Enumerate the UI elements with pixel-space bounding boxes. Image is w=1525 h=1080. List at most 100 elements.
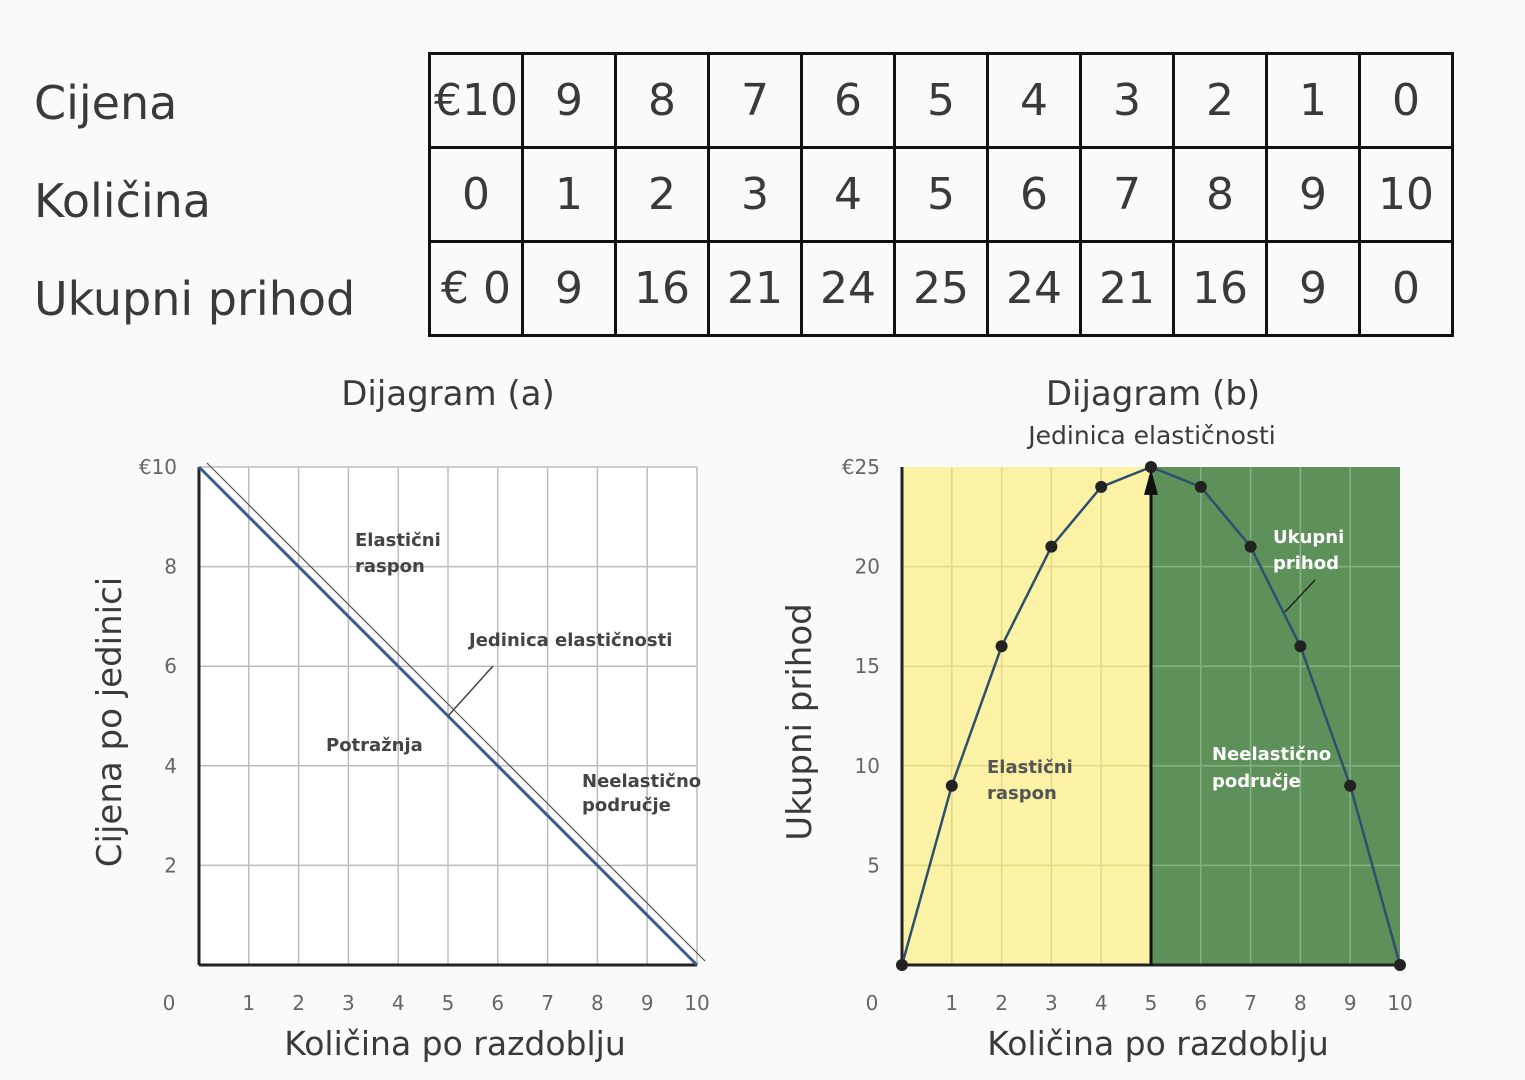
x-tick-label: 3 [1045,991,1058,1015]
table-row-price: €10 9 8 7 6 5 4 3 2 1 0 [428,52,1454,149]
table-cell: 9 [1265,146,1361,243]
x-tick-label: 1 [242,991,255,1015]
y-tick-label: 4 [164,754,177,778]
table-cell: 0 [1358,240,1454,337]
x-tick-label: 7 [541,991,554,1015]
data-point [1244,540,1257,553]
x-tick-label: 9 [641,991,654,1015]
x-tick-label: 1 [945,991,958,1015]
chart-b-xlabel: Količina po razdoblju [987,1024,1329,1063]
table-cell: 9 [521,52,617,149]
x-tick-label: 5 [1145,991,1158,1015]
table-cell: 16 [1172,240,1268,337]
annotation-revenue-1: Ukupni [1273,527,1344,548]
diagram-b-title: Dijagram (b) [1045,374,1261,414]
y-tick-label: €10 [139,455,177,479]
table-cell: 25 [893,240,989,337]
table-cell: 3 [707,146,803,243]
table-cell: 21 [1079,240,1175,337]
table-cell: 24 [986,240,1082,337]
x-tick-label: 6 [491,991,504,1015]
table-cell: 7 [1079,146,1175,243]
diagram-b-subtitle: Jedinica elastičnosti [1028,421,1276,450]
x-tick-label: 4 [392,991,405,1015]
x-tick-label: 2 [995,991,1008,1015]
data-point [1294,640,1307,653]
row-label-quantity: Količina [34,174,211,228]
y-tick-label: €25 [842,455,880,479]
annotation-elastic-1: Elastični [355,530,441,551]
x-tick-label: 4 [1095,991,1108,1015]
annotation-elastic-1: Elastični [987,757,1073,778]
data-point [945,779,958,792]
table-cell: 0 [428,146,524,243]
annotation-elastic-2: raspon [987,783,1057,804]
x-tick-label: 0 [163,991,176,1015]
x-tick-label: 3 [342,991,355,1015]
row-label-revenue: Ukupni prihod [34,272,356,326]
revenue-pointer [1284,579,1316,613]
table-cell: 10 [1358,146,1454,243]
table-cell: 9 [1265,240,1361,337]
data-point [896,959,908,971]
y-tick-label: 8 [164,555,177,579]
table-cell: 21 [707,240,803,337]
x-tick-label: 8 [591,991,604,1015]
y-tick-label: 15 [855,654,880,678]
x-tick-label: 6 [1194,991,1207,1015]
chart-region [1151,467,1400,965]
annotation-demand: Potražnja [326,735,423,756]
chart-region [902,467,1151,965]
table-cell: 16 [614,240,710,337]
divider-arrowhead [1144,468,1158,495]
table-cell: 24 [800,240,896,337]
table-cell: 2 [1172,52,1268,149]
table-cell: 4 [800,146,896,243]
annotation-revenue-2: prihod [1273,553,1339,574]
x-tick-label: 8 [1294,991,1307,1015]
annotation-elastic-2: raspon [355,556,425,577]
unit-elasticity-pointer [447,665,494,717]
data-table: €10 9 8 7 6 5 4 3 2 1 0 0 1 2 3 4 5 6 7 … [428,52,1454,337]
table-cell: 1 [521,146,617,243]
row-label-price: Cijena [34,76,178,130]
x-tick-label: 0 [866,991,879,1015]
data-point [1344,779,1357,792]
data-point [1194,480,1207,493]
table-row-revenue: € 0 9 16 21 24 25 24 21 16 9 0 [428,240,1454,337]
x-tick-label: 9 [1344,991,1357,1015]
table-cell: €10 [428,52,524,149]
x-tick-label: 7 [1244,991,1257,1015]
table-cell: 0 [1358,52,1454,149]
table-cell: 7 [707,52,803,149]
x-tick-label: 10 [1387,991,1412,1015]
table-cell: 6 [986,146,1082,243]
elasticity-curve [206,462,706,962]
table-cell: 1 [1265,52,1361,149]
table-cell: 9 [521,240,617,337]
table-cell: 2 [614,146,710,243]
annotation-inelastic-2: područje [1212,771,1301,792]
data-point [1095,480,1108,493]
diagram-a-title: Dijagram (a) [341,374,555,414]
data-point [995,640,1008,653]
table-cell: 8 [614,52,710,149]
annotation-inelastic-1: Neelastično [582,771,701,792]
annotation-inelastic-2: područje [582,795,671,816]
table-cell: 8 [1172,146,1268,243]
y-tick-label: 2 [164,853,177,877]
data-point [1145,461,1157,473]
y-tick-label: 10 [855,754,880,778]
x-tick-label: 5 [442,991,455,1015]
table-cell: 5 [893,146,989,243]
table-cell: 6 [800,52,896,149]
y-tick-label: 6 [164,654,177,678]
table-cell: 4 [986,52,1082,149]
table-row-quantity: 0 1 2 3 4 5 6 7 8 9 10 [428,146,1454,243]
annotation-inelastic-1: Neelastično [1212,744,1331,765]
y-tick-label: 5 [867,853,880,877]
y-tick-label: 20 [855,555,880,579]
x-tick-label: 10 [684,991,709,1015]
data-point [1394,959,1406,971]
